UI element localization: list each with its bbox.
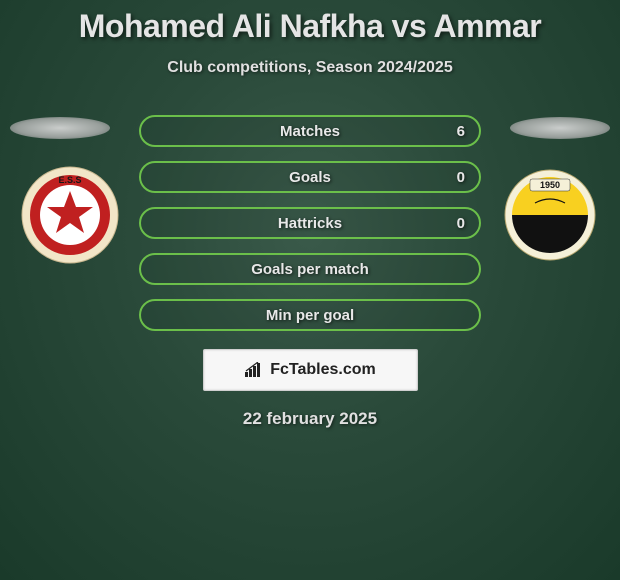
ess-badge-icon: E.S.S [20,165,120,265]
stat-right-value: 6 [457,123,465,140]
stat-right-value: 0 [457,169,465,186]
team-badge-left: E.S.S [20,165,120,265]
stat-row-hattricks: Hattricks 0 [139,207,481,239]
brand-label: FcTables.com [270,361,376,379]
subtitle: Club competitions, Season 2024/2025 [167,59,452,77]
stat-label: Goals per match [251,261,369,278]
stat-row-matches: Matches 6 [139,115,481,147]
stat-row-goals-per-match: Goals per match [139,253,481,285]
stat-label: Goals [289,169,331,186]
stat-row-goals: Goals 0 [139,161,481,193]
stat-row-min-per-goal: Min per goal [139,299,481,331]
brand-text: FcTables.com [244,361,376,379]
badge-year: 1950 [540,180,560,190]
stat-right-value: 0 [457,215,465,232]
stat-label: Min per goal [266,307,354,324]
player-platform-left [10,117,110,139]
bar-chart-icon [244,362,264,378]
brand-box[interactable]: FcTables.com [203,349,418,391]
player-platform-right [510,117,610,139]
comparison-date: 22 february 2025 [243,409,377,429]
stats-area: E.S.S 1950 Matches 6 Goals 0 [0,115,620,331]
stat-label: Hattricks [278,215,342,232]
stat-label: Matches [280,123,340,140]
badge-text: E.S.S [58,175,81,185]
page-title: Mohamed Ali Nafkha vs Ammar [79,8,541,45]
esm-badge-icon: 1950 [500,165,600,265]
team-badge-right: 1950 [500,165,600,265]
stat-rows: Matches 6 Goals 0 Hattricks 0 Goals per … [139,115,481,331]
